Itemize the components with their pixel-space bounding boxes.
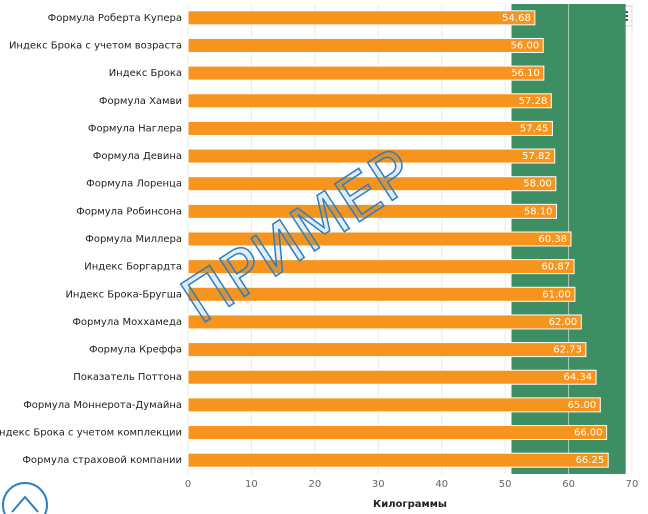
y-tick-label: Формула Роберта Купера (48, 13, 182, 24)
x-tick-label: 10 (245, 479, 258, 490)
bar (187, 286, 576, 302)
y-tick-label: Формула Девина (93, 151, 182, 162)
x-tick-label: 70 (626, 479, 639, 490)
y-tick-label: Формула Моххамеда (72, 317, 182, 328)
y-tick-label: Индекс Брока с учетом возраста (9, 40, 182, 51)
bar (187, 397, 601, 413)
value-label: 62.00 (549, 317, 578, 328)
y-tick-label: Формула Моннерота-Думайна (23, 400, 182, 411)
bar (187, 314, 582, 330)
bar (187, 10, 536, 26)
y-tick-label: Формула Миллера (85, 234, 182, 245)
value-label: 57.28 (519, 96, 548, 107)
value-label: 61.00 (542, 289, 571, 300)
value-label: 58.00 (523, 179, 552, 190)
bar (187, 65, 545, 81)
y-tick-label: Индекс Брока-Бругша (65, 289, 182, 300)
y-tick-label: Показатель Поттона (73, 372, 182, 383)
value-label: 64.34 (563, 372, 592, 383)
bar (187, 203, 558, 219)
value-label: 60.87 (541, 262, 570, 273)
y-tick-label: Индекс Брока (109, 68, 182, 79)
bar (187, 120, 553, 136)
bar (187, 37, 544, 53)
x-tick-label: 20 (308, 479, 321, 490)
value-label: 56.10 (511, 68, 540, 79)
bar (187, 176, 557, 192)
y-tick-label: Формула Хамви (99, 96, 182, 107)
bar (187, 259, 575, 275)
value-label: 57.82 (522, 151, 551, 162)
value-label: 54.68 (502, 13, 531, 24)
plot-area: 0 10 20 30 40 50 60 70 Формула Роберта Купера 54.… (0, 4, 638, 510)
bar (187, 369, 597, 385)
value-label: 58.10 (524, 206, 553, 217)
x-axis-title: Килограммы (373, 499, 447, 510)
value-label: 62.73 (553, 345, 582, 356)
y-tick-label: Формула Наглера (88, 123, 182, 134)
x-tick-label: 60 (562, 479, 575, 490)
y-tick-label: Индекс Брока с учетом комплекции (0, 428, 182, 439)
y-tick-label: Формула страховой компании (22, 455, 182, 466)
y-tick-label: Формула Лоренца (86, 179, 182, 190)
scroll-arrow (11, 495, 39, 513)
bar (187, 93, 552, 109)
y-tick-label: Индекс Боргардта (84, 262, 182, 273)
x-tick-label: 30 (372, 479, 385, 490)
bar (187, 452, 609, 468)
value-label: 56.00 (511, 40, 540, 51)
value-label: 66.25 (576, 455, 605, 466)
y-tick-label: Формула Робинсона (76, 206, 182, 217)
bar (187, 148, 556, 164)
value-label: 66.00 (574, 428, 603, 439)
y-tick-label: Формула Креффа (89, 345, 182, 356)
x-tick-label: 50 (499, 479, 512, 490)
value-label: 65.00 (568, 400, 597, 411)
value-label: 57.45 (520, 123, 549, 134)
bar (187, 342, 587, 358)
bar (187, 231, 572, 247)
value-label: 60.38 (538, 234, 567, 245)
scroll-up-button[interactable] (2, 482, 48, 514)
x-tick-label: 0 (185, 479, 191, 490)
bar (187, 425, 608, 441)
scroll-circle[interactable] (2, 482, 48, 514)
x-tick-label: 40 (435, 479, 448, 490)
